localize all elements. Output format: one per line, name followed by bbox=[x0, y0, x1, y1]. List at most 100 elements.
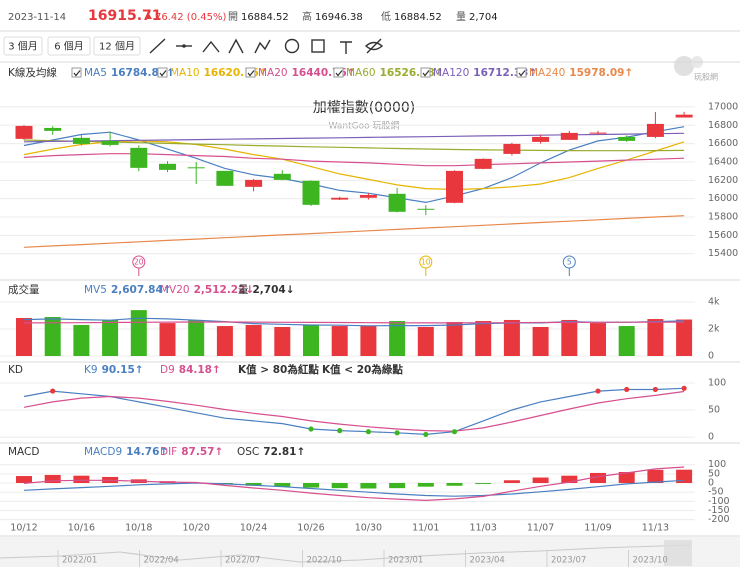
legend-checkbox[interactable] bbox=[333, 67, 344, 78]
legend-value: 72.81↑ bbox=[263, 446, 305, 458]
volume-bar bbox=[590, 323, 606, 356]
mv-line bbox=[23, 321, 685, 324]
legend-check bbox=[73, 70, 81, 77]
navigator-label: 2023/07 bbox=[551, 556, 586, 566]
x-tick-label: 10/30 bbox=[355, 523, 382, 534]
candle-body bbox=[388, 193, 406, 212]
candle-body bbox=[245, 179, 263, 187]
tool-hide[interactable] bbox=[364, 38, 384, 54]
legend-name: MA120 bbox=[433, 67, 469, 79]
event-marker[interactable] bbox=[419, 255, 433, 269]
event-marker[interactable] bbox=[562, 255, 576, 269]
candle-body bbox=[101, 140, 119, 145]
date: 2023-11-14 bbox=[8, 12, 66, 23]
kd-dot bbox=[365, 429, 371, 435]
kd-dot bbox=[394, 430, 400, 436]
y-tick-label: 16800 bbox=[708, 120, 738, 131]
candle-body bbox=[532, 136, 550, 142]
legend-value: 2,607.84↑ bbox=[111, 284, 172, 296]
y-tick-label: 15600 bbox=[708, 230, 738, 241]
tool-pattern-b[interactable] bbox=[254, 39, 271, 54]
kd-dot bbox=[652, 386, 659, 393]
legend-name: K9 bbox=[84, 364, 98, 376]
osc-bar bbox=[532, 477, 549, 484]
candle-body bbox=[474, 158, 492, 169]
legend-value: 2,704↓ bbox=[253, 284, 295, 296]
legend-check bbox=[518, 70, 526, 77]
event-label: 5 bbox=[567, 258, 572, 267]
legend-checkbox[interactable] bbox=[245, 67, 256, 78]
osc-bar bbox=[647, 469, 664, 484]
candle-body bbox=[589, 132, 607, 134]
candle-body bbox=[560, 132, 578, 140]
osc-bar bbox=[303, 483, 319, 488]
legend-checkbox[interactable] bbox=[157, 67, 168, 78]
volume-bar bbox=[417, 326, 434, 356]
y-tick-label: -100 bbox=[708, 496, 730, 507]
tool-circle[interactable] bbox=[284, 38, 300, 54]
volume-bar bbox=[159, 323, 176, 356]
tool-text[interactable] bbox=[340, 41, 352, 54]
ma-line bbox=[23, 132, 685, 143]
candle-body bbox=[331, 197, 349, 200]
legend-name: MV20 bbox=[160, 284, 190, 296]
legend-checkbox[interactable] bbox=[516, 67, 527, 78]
legend-value: 87.57↑ bbox=[181, 446, 223, 458]
candle-body bbox=[446, 170, 463, 203]
candle-body bbox=[675, 114, 693, 118]
candle-body bbox=[15, 125, 33, 139]
osc-bar bbox=[389, 483, 406, 489]
candle-body bbox=[359, 195, 377, 198]
x-tick-label: 10/16 bbox=[68, 523, 95, 534]
osc-bar bbox=[73, 475, 90, 484]
event-marker[interactable] bbox=[132, 255, 146, 269]
volume-bar bbox=[503, 319, 520, 356]
tool-caret[interactable] bbox=[202, 40, 220, 53]
osc-bar bbox=[44, 474, 61, 484]
legend-name: OSC bbox=[237, 446, 259, 458]
y-tick-label: 4k bbox=[708, 297, 720, 308]
candle-body bbox=[417, 208, 435, 210]
stat-label: 低 bbox=[381, 10, 391, 23]
volume-bar bbox=[561, 319, 578, 356]
y-tick-label: -200 bbox=[708, 514, 730, 525]
legend-name: MV5 bbox=[84, 284, 107, 296]
price: 16915.71 bbox=[88, 8, 162, 24]
legend-checkbox[interactable] bbox=[420, 67, 431, 78]
candle-body bbox=[216, 170, 234, 186]
legend-name: MA10 bbox=[170, 67, 200, 79]
panel-label: MACD bbox=[8, 446, 39, 458]
up-arrow bbox=[145, 13, 152, 19]
candle-body bbox=[503, 143, 521, 154]
volume-bar bbox=[130, 310, 147, 356]
legend-note: K值 < 20為綠點 bbox=[322, 363, 403, 376]
legend-check bbox=[247, 70, 255, 77]
navigator-label: 2022/10 bbox=[307, 556, 342, 566]
volume-bar bbox=[647, 319, 664, 356]
navigator-window[interactable] bbox=[664, 540, 692, 566]
legend-value: 2,512.22↓ bbox=[194, 284, 255, 296]
ma-line bbox=[23, 140, 685, 191]
range-label: 6 個月 bbox=[54, 40, 84, 53]
stat-label: 高 bbox=[302, 10, 312, 23]
range-button[interactable] bbox=[47, 36, 91, 56]
x-tick-label: 11/03 bbox=[470, 523, 497, 534]
panel-label: KD bbox=[8, 364, 23, 376]
tool-pattern-a[interactable] bbox=[228, 38, 244, 54]
range-button[interactable] bbox=[3, 36, 43, 56]
y-tick-label: 15400 bbox=[708, 248, 738, 259]
navigator-label: 2023/10 bbox=[633, 556, 668, 566]
range-button[interactable] bbox=[93, 36, 141, 56]
osc-bar bbox=[245, 483, 262, 486]
navigator-label: 2022/01 bbox=[62, 556, 97, 566]
legend-checkbox[interactable] bbox=[71, 67, 82, 78]
tool-line[interactable] bbox=[149, 38, 166, 54]
x-tick-label: 10/20 bbox=[183, 523, 210, 534]
drawing-tools bbox=[149, 38, 384, 54]
osc-bar bbox=[16, 476, 32, 484]
tool-rect[interactable] bbox=[311, 39, 325, 53]
x-tick-label: 10/24 bbox=[240, 523, 267, 534]
panel-label: 成交量 bbox=[8, 283, 40, 296]
legend-name: MA60 bbox=[346, 67, 376, 79]
